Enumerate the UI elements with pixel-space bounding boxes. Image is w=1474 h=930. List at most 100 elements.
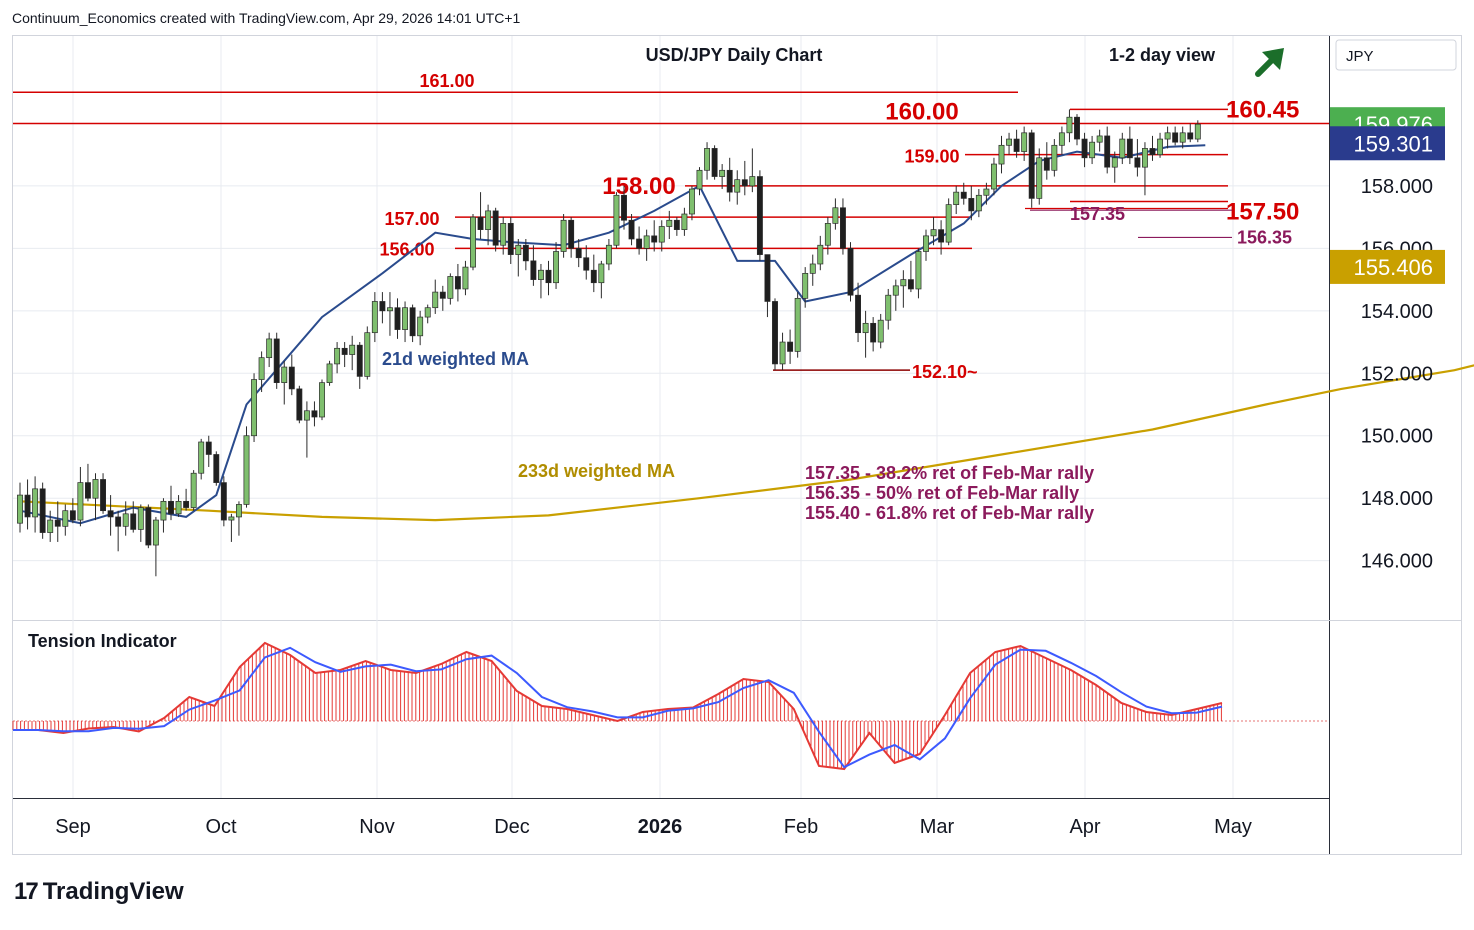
candle-body	[62, 510, 69, 527]
candle-body	[658, 226, 665, 243]
candle-body	[711, 148, 718, 177]
currency-label: JPY	[1346, 48, 1374, 65]
candle-body	[326, 363, 333, 384]
candle-body	[779, 341, 786, 365]
time-axis: Sep Oct Nov Dec 2026 Feb Mar Apr May	[55, 816, 1252, 838]
candle-body	[1066, 116, 1073, 134]
candle-body	[364, 332, 371, 377]
candle-body	[772, 301, 778, 365]
candle-body	[1134, 157, 1141, 168]
candle-body	[990, 163, 997, 190]
fib-note-1: 157.35 - 38.2% ret of Feb-Mar rally	[805, 463, 1094, 483]
candle-body	[515, 244, 522, 255]
candle-body	[1187, 132, 1194, 140]
candle-body	[651, 235, 658, 243]
candle-body	[507, 223, 514, 255]
candle-body	[1119, 138, 1126, 159]
candle-body	[175, 500, 182, 515]
candle-body	[69, 510, 76, 521]
candle-body	[334, 347, 341, 365]
candle-body	[168, 500, 174, 515]
candle-body	[1126, 138, 1133, 159]
ma233-label: 233d weighted MA	[518, 461, 675, 481]
candle-body	[960, 191, 967, 199]
tradingview-logo[interactable]: 17 TradingView	[14, 878, 184, 906]
level-label: 152.10~	[912, 362, 978, 382]
chart-title: USD/JPY Daily Chart	[646, 45, 823, 65]
candle-body	[583, 257, 590, 271]
candle-body	[1157, 138, 1163, 156]
ma233-line	[19, 364, 1474, 522]
time-tick: May	[1214, 816, 1252, 838]
grid	[13, 36, 1329, 798]
price-axis: 146.000148.000150.000152.000154.000156.0…	[1361, 176, 1433, 573]
candle-body	[485, 210, 492, 230]
level-label: 158.00	[602, 173, 675, 200]
candle-body	[432, 291, 439, 309]
level-label: 157.50	[1226, 199, 1299, 226]
candle-body	[152, 519, 159, 546]
level-label: 160.00	[885, 98, 958, 125]
candle-body	[824, 223, 831, 246]
tradingview-logo-text: TradingView	[42, 878, 184, 905]
candle-body	[809, 263, 816, 274]
candle-body	[666, 219, 673, 227]
price-tick: 152.000	[1361, 363, 1433, 385]
fib-label: 157.35	[1070, 204, 1125, 224]
fib-label: 156.35	[1237, 227, 1292, 247]
candle-body	[371, 301, 378, 334]
candle-body	[787, 341, 794, 352]
main-pane-border	[12, 35, 1462, 855]
candle-body	[764, 254, 771, 302]
candle-body	[409, 307, 416, 337]
candle-body	[522, 244, 529, 262]
fib-note-2: 156.35 - 50% ret of Feb-Mar rally	[805, 483, 1079, 503]
candle-body	[341, 347, 348, 355]
fib-note-3: 155.40 - 61.8% ret of Feb-Mar rally	[805, 503, 1094, 523]
time-tick: Oct	[205, 816, 237, 838]
candle-body	[477, 216, 484, 230]
candle-body	[688, 188, 695, 215]
candle-body	[636, 238, 643, 249]
level-label: 159.00	[904, 147, 959, 167]
candle-body	[545, 269, 552, 284]
candle-body	[817, 244, 824, 265]
candle-body	[387, 307, 393, 312]
candle-body	[258, 357, 265, 380]
candle-body	[704, 148, 711, 171]
time-tick: 2026	[638, 816, 683, 838]
candle-body	[447, 276, 454, 299]
candle-body	[130, 513, 137, 530]
candle-body	[1051, 144, 1058, 171]
candle-body	[530, 260, 537, 280]
candle-body	[923, 235, 929, 252]
candle-body	[560, 219, 567, 252]
candle-body	[1021, 132, 1028, 152]
candle-body	[1104, 135, 1111, 168]
candle-body	[900, 279, 907, 287]
candle-body	[228, 516, 235, 521]
candle-body	[379, 301, 386, 312]
price-badge	[1330, 126, 1445, 161]
candle-body	[741, 179, 748, 187]
price-tick: 146.000	[1361, 551, 1433, 573]
candle-body	[1194, 123, 1201, 140]
osc-signal-line	[13, 646, 1223, 769]
candle-body	[938, 229, 945, 243]
candle-body	[296, 388, 303, 421]
candle-body	[24, 494, 31, 518]
candle-body	[77, 482, 84, 521]
tension-indicator	[12, 641, 1329, 771]
candle-body	[930, 229, 937, 237]
candle-body	[288, 366, 295, 390]
price-badge-text: 159.301	[1353, 131, 1433, 156]
candle-body	[32, 488, 39, 518]
currency-box[interactable]	[1335, 39, 1457, 71]
candle-body	[945, 204, 952, 243]
candles	[17, 109, 1201, 577]
candle-body	[696, 169, 703, 190]
candle-body	[205, 441, 212, 455]
candle-body	[303, 410, 310, 421]
candle-body	[1149, 148, 1156, 156]
candle-body	[553, 251, 560, 284]
